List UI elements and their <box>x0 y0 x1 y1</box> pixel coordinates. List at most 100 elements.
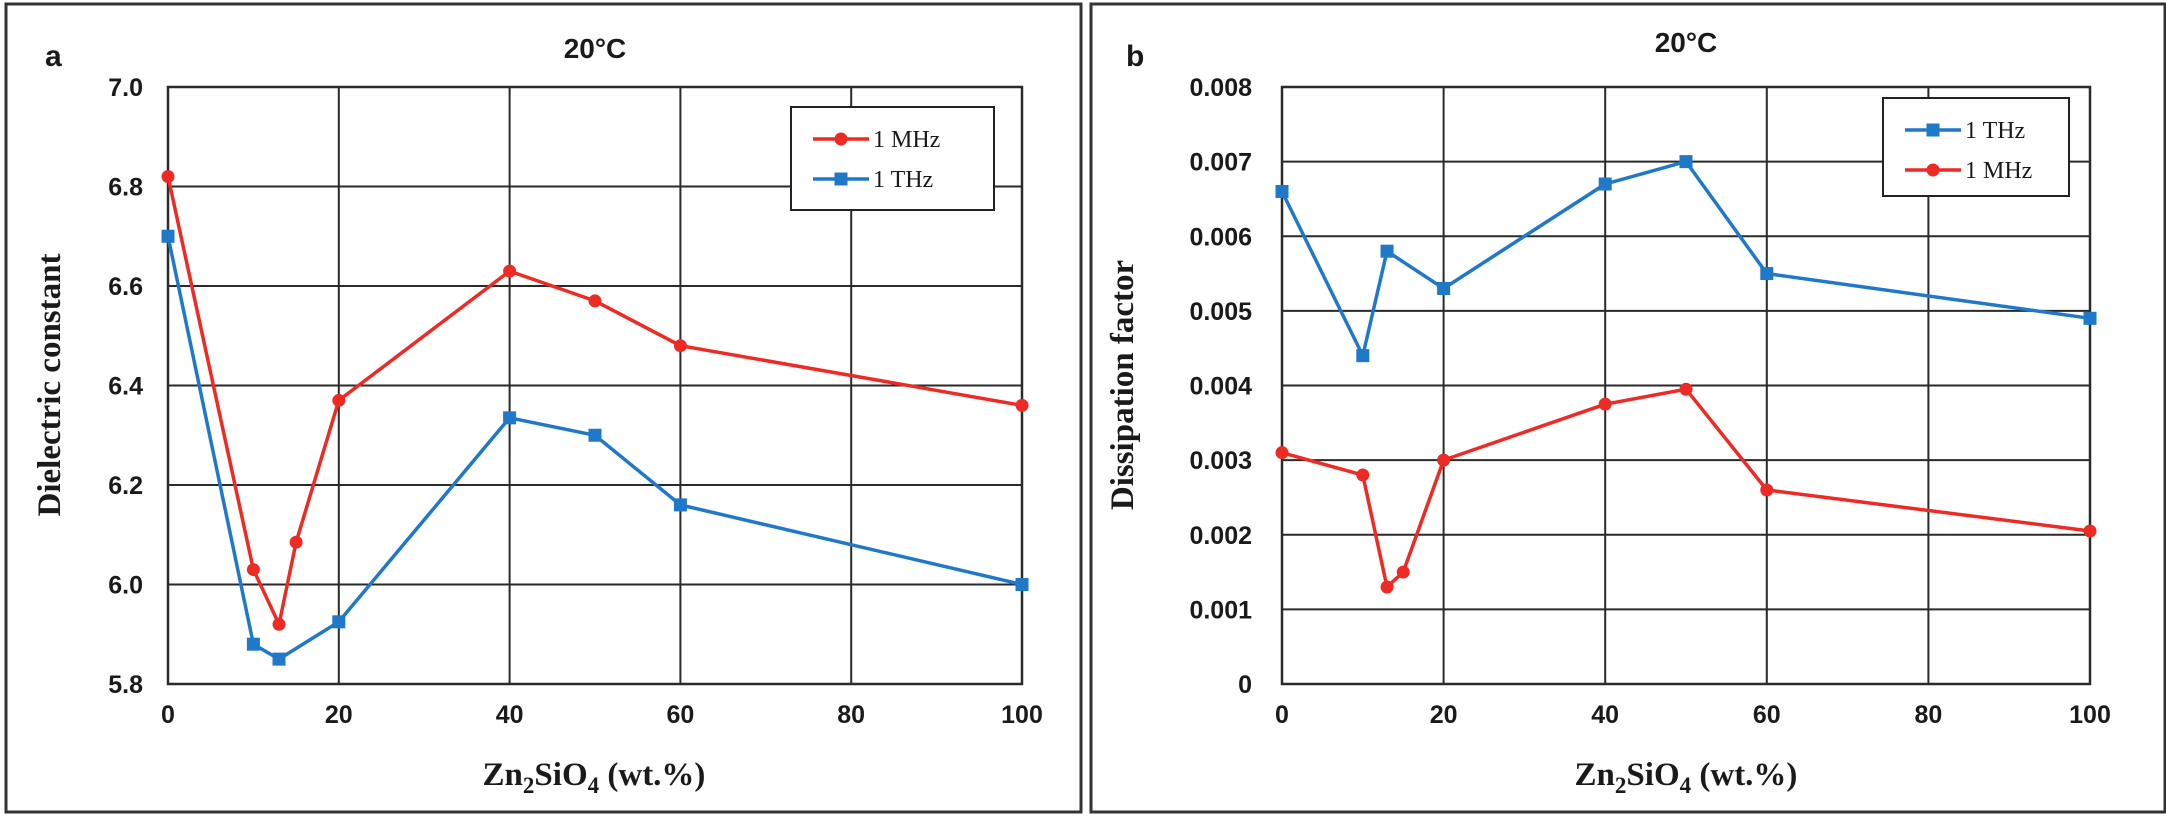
chart-panel-a: a 20°C 5.8 6.0 6.2 6.4 6.6 6.8 7.0 0 20 40 60 80 100 Di… <box>4 2 1083 814</box>
x-tick-label: 20 <box>325 701 353 729</box>
data-point <box>1437 453 1451 467</box>
x-axis-title-subscript: 2 <box>1615 773 1627 798</box>
legend-label: 1 THz <box>1965 118 2025 144</box>
data-point <box>1598 177 1612 191</box>
y-tick-label: 0.004 <box>1189 373 1252 401</box>
plot-area-border <box>166 85 1024 686</box>
data-point <box>1679 382 1693 396</box>
series-1-mhz <box>161 170 1029 631</box>
data-point <box>673 339 687 353</box>
data-point <box>588 428 602 442</box>
panel-letter: b <box>1126 40 1144 73</box>
y-tick-label: 6.2 <box>108 472 143 500</box>
series-line <box>1280 159 2091 358</box>
chart-title: 20°C <box>564 33 627 64</box>
chart-panel-b: b 20°C 0 0.001 0.002 0.003 0.004 0.005 0.006 0.00… <box>1089 2 2166 814</box>
y-tick-label: 0 <box>1238 671 1252 699</box>
y-tick-label: 6.6 <box>108 273 143 301</box>
y-tick-label: 0.008 <box>1189 74 1252 102</box>
data-point <box>1275 184 1289 198</box>
legend-marker <box>834 132 848 146</box>
data-point <box>272 617 286 631</box>
data-point <box>1380 580 1394 594</box>
data-point <box>2083 311 2097 325</box>
x-axis-title-part: Zn <box>1575 757 1615 793</box>
y-tick-label: 6.8 <box>108 174 143 202</box>
legend-box <box>790 106 995 211</box>
y-tick-label: 5.8 <box>108 671 143 699</box>
x-axis-title-subscript: 4 <box>588 773 600 798</box>
chart-title: 20°C <box>1655 27 1718 58</box>
legend-label: 1 MHz <box>1965 158 2032 184</box>
legend-marker <box>1926 163 1940 177</box>
data-point <box>1760 267 1774 281</box>
x-tick-label: 80 <box>837 701 865 729</box>
x-axis-title: Zn2SiO4 (wt.%) <box>483 757 706 798</box>
y-axis-title: Dissipation factor <box>1105 260 1141 510</box>
data-point <box>503 411 517 425</box>
y-tick-label: 0.006 <box>1189 223 1252 251</box>
x-tick-label: 100 <box>1001 701 1043 729</box>
gridlines <box>1280 85 2092 686</box>
data-point <box>1015 578 1029 591</box>
x-tick-label: 20 <box>1430 701 1458 729</box>
y-axis-title: Dielectric constant <box>32 254 68 517</box>
y-tick-label: 0.003 <box>1189 447 1252 475</box>
data-point <box>673 498 687 512</box>
data-point <box>588 294 602 308</box>
data-point <box>272 652 286 666</box>
y-tick-label: 6.4 <box>108 373 143 401</box>
data-point <box>503 264 517 278</box>
x-axis-title-part: (wt.%) <box>1691 757 1797 793</box>
series-1-thz <box>161 229 1029 666</box>
legend-label: 1 MHz <box>873 127 940 153</box>
x-tick-label: 80 <box>1914 701 1942 729</box>
data-point <box>1380 244 1394 258</box>
legend: 1 THz 1 MHz <box>1882 97 2070 197</box>
y-tick-label: 7.0 <box>108 74 143 102</box>
x-tick-label: 60 <box>1753 701 1781 729</box>
x-tick-label: 60 <box>666 701 694 729</box>
data-point <box>1015 398 1029 412</box>
legend: 1 MHz 1 THz <box>790 106 995 211</box>
data-point <box>1396 565 1410 579</box>
y-tick-label: 6.0 <box>108 572 143 600</box>
x-axis-title-subscript: 4 <box>1680 773 1692 798</box>
data-point <box>1356 349 1370 363</box>
data-point <box>289 535 303 549</box>
data-point <box>1679 155 1693 169</box>
y-tick-label: 0.001 <box>1189 596 1252 624</box>
y-tick-label: 0.007 <box>1189 149 1252 177</box>
plot-area-border <box>1280 85 2092 686</box>
x-axis-title-part: Zn <box>483 757 523 793</box>
series-1-thz <box>1275 155 2097 363</box>
data-point <box>332 615 346 629</box>
x-axis-title: Zn2SiO4 (wt.%) <box>1575 757 1798 798</box>
legend-marker <box>1926 123 1940 137</box>
data-point <box>2083 524 2097 538</box>
data-point <box>161 170 175 184</box>
data-point <box>1598 397 1612 411</box>
data-point <box>1760 483 1774 497</box>
x-tick-label: 40 <box>496 701 524 729</box>
legend-marker <box>834 172 848 186</box>
x-axis-title-part: (wt.%) <box>599 757 705 793</box>
x-axis-title-subscript: 2 <box>523 773 535 798</box>
data-point <box>1437 281 1451 295</box>
x-tick-label: 0 <box>1275 701 1289 729</box>
data-point <box>332 393 346 407</box>
x-tick-label: 0 <box>161 701 175 729</box>
x-axis-title-part: SiO <box>534 757 587 793</box>
data-point <box>1356 468 1370 482</box>
data-point <box>161 229 175 243</box>
x-axis-title-part: SiO <box>1626 757 1679 793</box>
data-point <box>246 637 260 651</box>
series-1-mhz <box>1275 382 2097 594</box>
legend-box <box>1882 97 2070 197</box>
panel-letter: a <box>45 40 62 73</box>
data-point <box>1275 446 1289 460</box>
x-tick-label: 40 <box>1591 701 1619 729</box>
y-tick-label: 0.005 <box>1189 298 1252 326</box>
y-tick-label: 0.002 <box>1189 522 1252 550</box>
